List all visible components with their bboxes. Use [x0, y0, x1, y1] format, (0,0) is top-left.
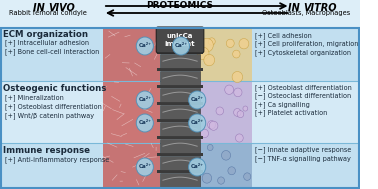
Circle shape: [239, 39, 249, 49]
Circle shape: [204, 54, 215, 66]
Text: [+] Osteoblast differentiation: [+] Osteoblast differentiation: [255, 84, 352, 91]
FancyBboxPatch shape: [0, 0, 360, 27]
Text: Rabbit femoral condyle: Rabbit femoral condyle: [9, 10, 87, 16]
Text: [+] Platelet activation: [+] Platelet activation: [255, 109, 327, 116]
Text: Ca²⁺: Ca²⁺: [138, 164, 151, 169]
Text: [−] TNF-α signalling pathway: [−] TNF-α signalling pathway: [255, 155, 351, 162]
Circle shape: [235, 134, 243, 142]
FancyBboxPatch shape: [200, 143, 253, 188]
Text: unicCa
implant: unicCa implant: [165, 33, 195, 47]
Text: [+] Cytoskeletal organization: [+] Cytoskeletal organization: [255, 49, 351, 56]
Circle shape: [189, 114, 206, 132]
Circle shape: [136, 158, 153, 176]
FancyBboxPatch shape: [200, 81, 253, 143]
Text: [−] Innate adaptive response: [−] Innate adaptive response: [255, 146, 352, 153]
Circle shape: [197, 47, 209, 60]
FancyBboxPatch shape: [160, 122, 200, 136]
Circle shape: [136, 37, 153, 55]
Text: Ca²⁺: Ca²⁺: [175, 43, 187, 48]
Circle shape: [208, 121, 215, 129]
FancyBboxPatch shape: [157, 170, 203, 173]
Circle shape: [232, 71, 243, 83]
FancyBboxPatch shape: [157, 102, 203, 105]
Circle shape: [172, 37, 189, 55]
Text: [+] Ca signalling: [+] Ca signalling: [255, 101, 310, 108]
Text: [+] Mineralization: [+] Mineralization: [5, 94, 64, 101]
FancyBboxPatch shape: [0, 81, 360, 143]
Text: Ca²⁺: Ca²⁺: [138, 43, 151, 48]
Circle shape: [237, 111, 244, 118]
Circle shape: [234, 88, 242, 97]
Text: [+] Bone cell-cell interaction: [+] Bone cell-cell interaction: [5, 48, 99, 55]
Circle shape: [202, 173, 212, 183]
FancyBboxPatch shape: [103, 28, 160, 188]
FancyBboxPatch shape: [157, 136, 203, 139]
FancyBboxPatch shape: [160, 173, 200, 187]
Circle shape: [243, 106, 248, 111]
Text: Ca²⁺: Ca²⁺: [191, 120, 204, 125]
FancyBboxPatch shape: [160, 139, 200, 153]
Text: Ca²⁺: Ca²⁺: [191, 164, 204, 169]
Circle shape: [189, 91, 206, 109]
Text: [+] Anti-inflammatory response: [+] Anti-inflammatory response: [5, 156, 109, 163]
FancyBboxPatch shape: [160, 156, 200, 170]
Circle shape: [136, 91, 153, 109]
Circle shape: [225, 85, 234, 94]
Text: Osteogenic functions: Osteogenic functions: [3, 84, 107, 93]
FancyBboxPatch shape: [0, 143, 360, 189]
Text: [+] Cell proliferation, migration: [+] Cell proliferation, migration: [255, 40, 359, 47]
FancyBboxPatch shape: [160, 105, 200, 119]
Circle shape: [218, 177, 225, 184]
Circle shape: [226, 39, 234, 47]
Circle shape: [222, 150, 231, 160]
Circle shape: [207, 144, 213, 150]
Circle shape: [136, 114, 153, 132]
Text: Immune response: Immune response: [3, 146, 90, 155]
Text: Ca²⁺: Ca²⁺: [138, 120, 151, 125]
Circle shape: [244, 173, 251, 180]
Circle shape: [232, 50, 240, 58]
FancyBboxPatch shape: [160, 88, 200, 102]
FancyBboxPatch shape: [157, 119, 203, 122]
FancyBboxPatch shape: [160, 54, 200, 68]
Text: VITRO: VITRO: [303, 3, 336, 13]
Text: [+] Intracellular adhesion: [+] Intracellular adhesion: [5, 39, 89, 46]
Text: Ca²⁺: Ca²⁺: [138, 97, 151, 102]
Circle shape: [189, 158, 206, 176]
Text: IN: IN: [33, 3, 48, 13]
Text: PROTEOMICS: PROTEOMICS: [147, 1, 214, 10]
FancyBboxPatch shape: [157, 68, 203, 71]
Circle shape: [209, 121, 218, 130]
Circle shape: [200, 38, 213, 52]
Text: IN: IN: [288, 3, 303, 13]
FancyBboxPatch shape: [160, 71, 200, 85]
FancyBboxPatch shape: [0, 27, 360, 81]
Text: Osteoblasts, Macrophages: Osteoblasts, Macrophages: [262, 10, 351, 16]
Text: [+] Cell adhesion: [+] Cell adhesion: [255, 32, 312, 39]
Circle shape: [208, 38, 215, 45]
Circle shape: [216, 107, 223, 115]
Text: [−] Osteoclast differentiation: [−] Osteoclast differentiation: [255, 92, 351, 99]
Text: Ca²⁺: Ca²⁺: [191, 97, 204, 102]
FancyBboxPatch shape: [157, 85, 203, 88]
FancyBboxPatch shape: [156, 27, 204, 53]
Circle shape: [228, 167, 235, 175]
FancyBboxPatch shape: [157, 51, 203, 54]
Text: ECM organization: ECM organization: [3, 30, 88, 39]
Text: [+] Wnt/β catenin pathway: [+] Wnt/β catenin pathway: [5, 112, 94, 119]
Circle shape: [234, 108, 241, 116]
Circle shape: [200, 129, 209, 138]
FancyBboxPatch shape: [157, 153, 203, 156]
Text: VIVO: VIVO: [48, 3, 74, 13]
Text: [+] Osteoblast differentiation: [+] Osteoblast differentiation: [5, 103, 102, 110]
FancyBboxPatch shape: [200, 28, 253, 81]
